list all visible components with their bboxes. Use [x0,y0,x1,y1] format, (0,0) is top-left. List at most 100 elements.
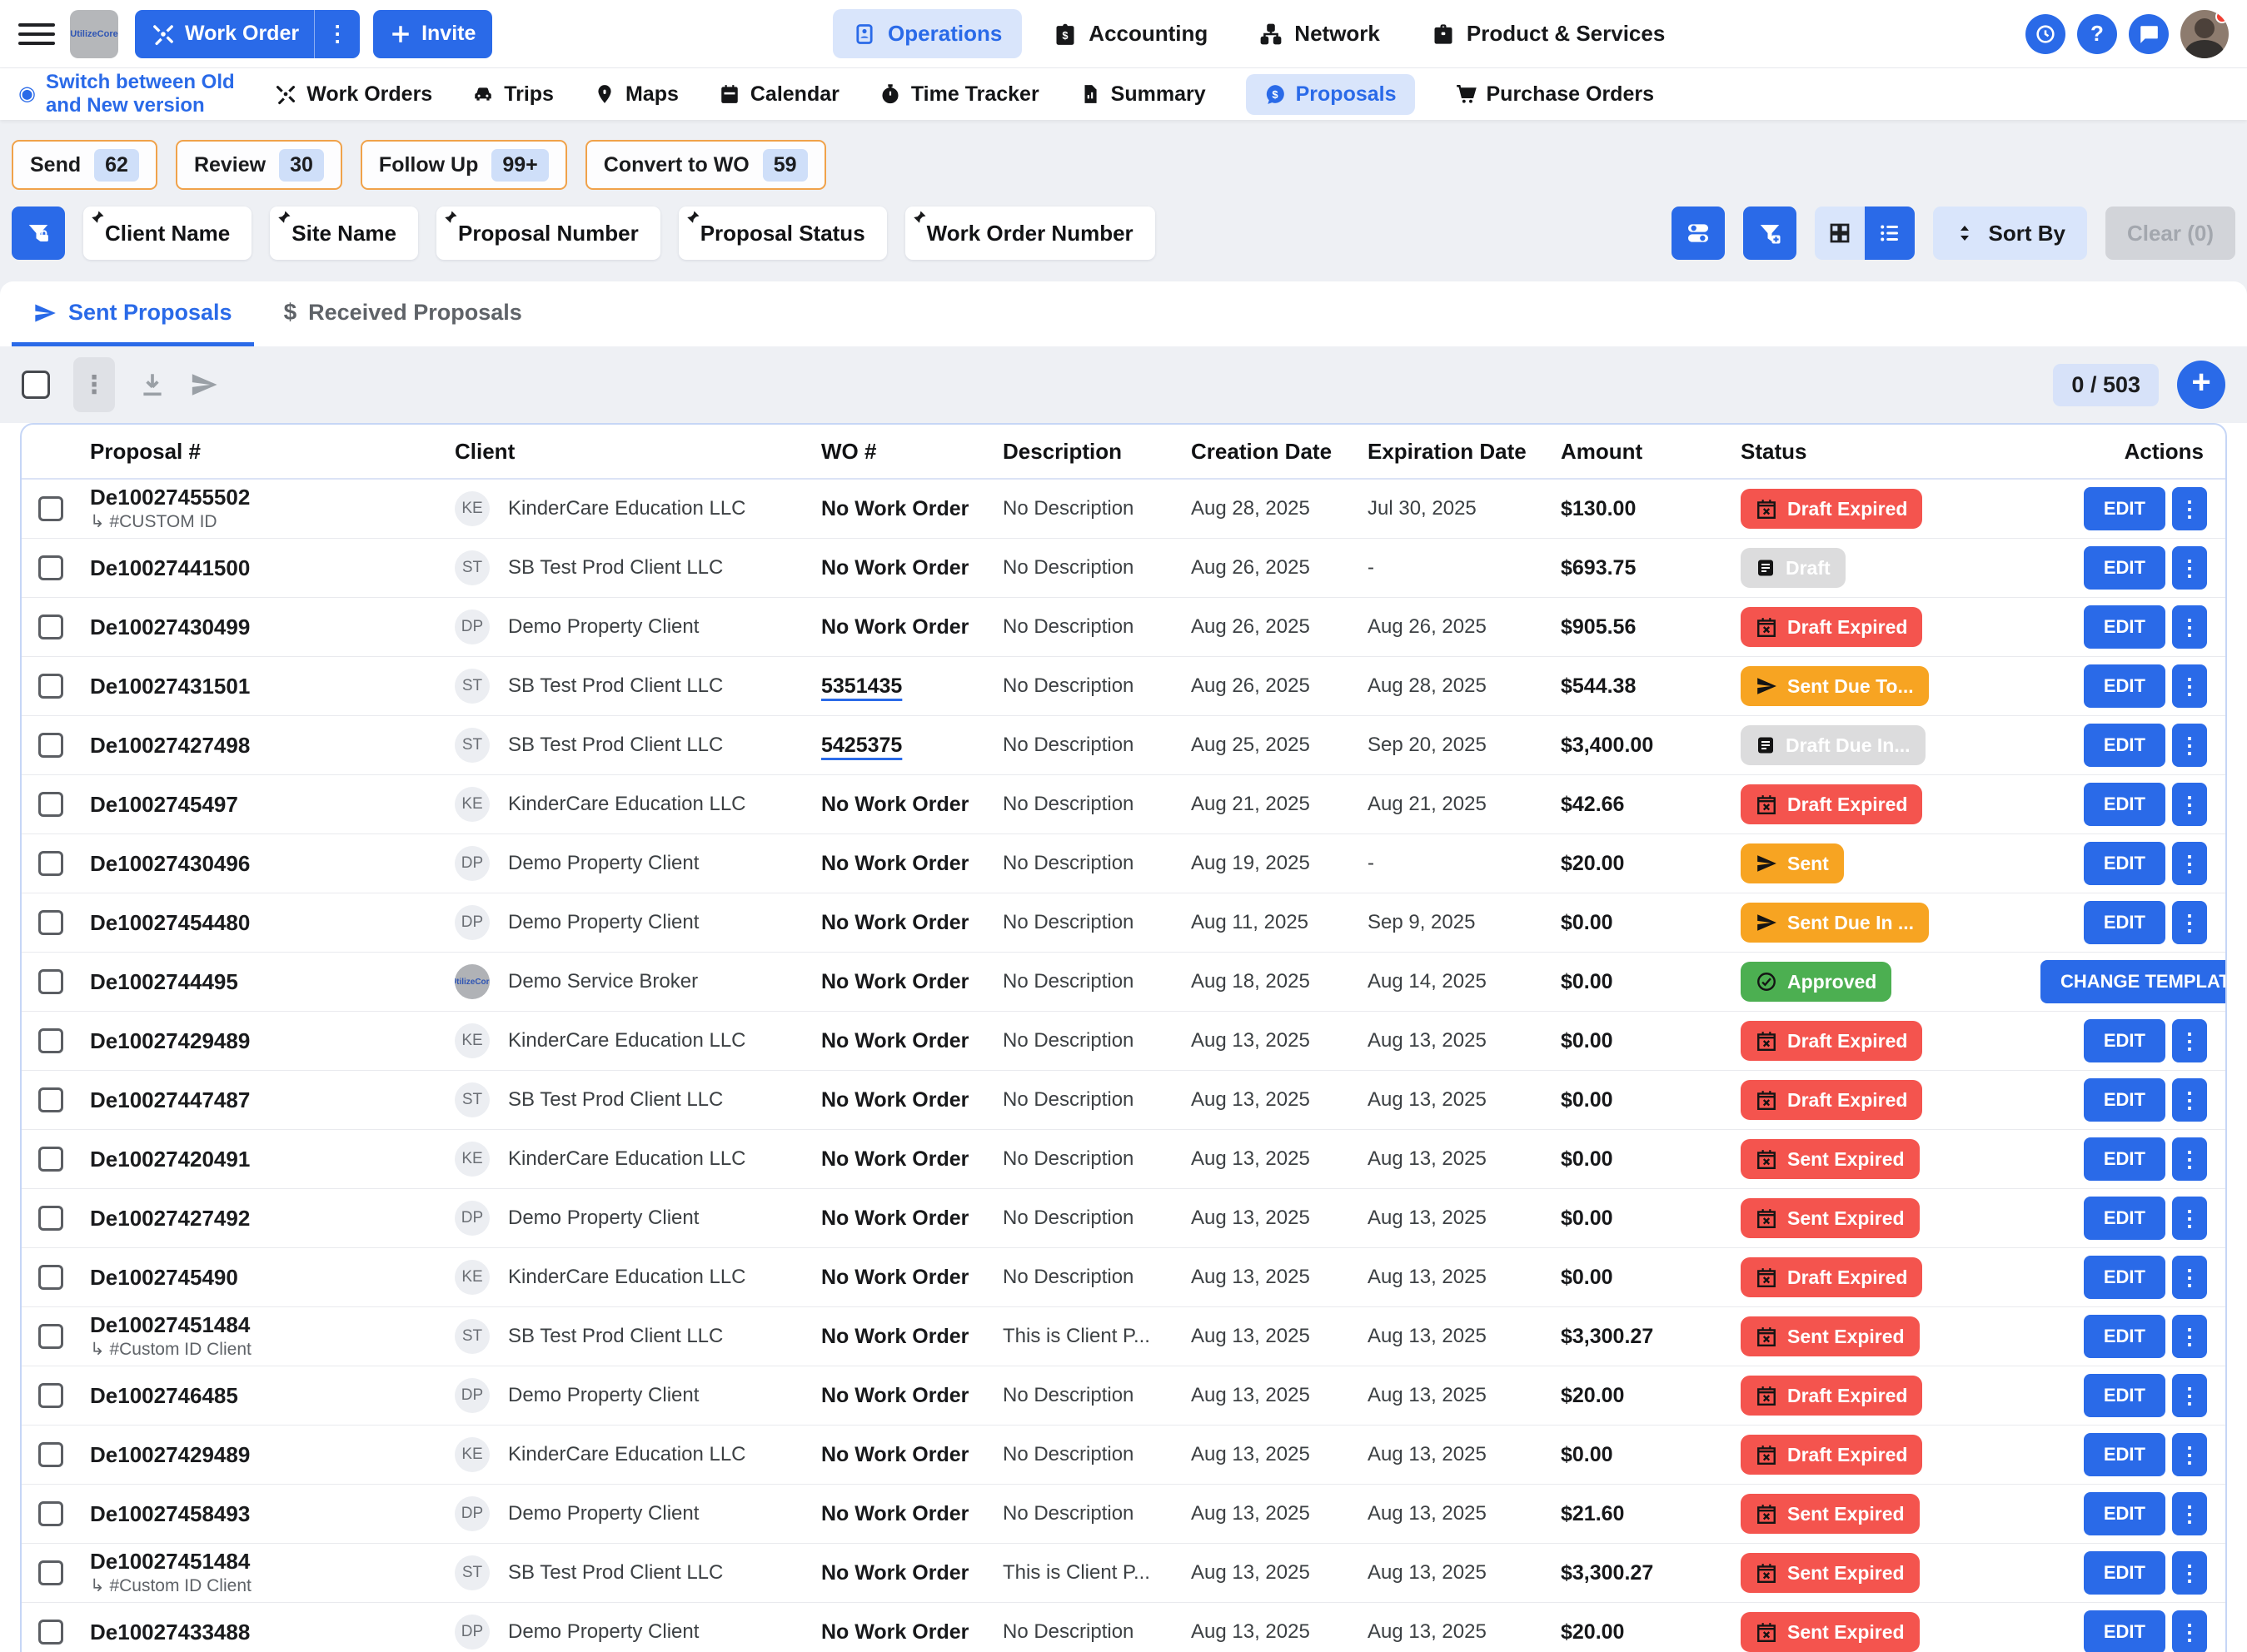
proposal-id[interactable]: De10027427498 [90,732,251,758]
row-checkbox[interactable] [38,733,63,758]
quick-filter-chip[interactable]: Follow Up 99+ [360,140,567,190]
column-settings-button[interactable] [1672,206,1726,260]
proposal-id[interactable]: De10027451484 [90,1548,251,1574]
add-proposal-button[interactable]: + [2177,361,2225,409]
row-more-icon[interactable]: ⋮ [2172,901,2207,944]
client-name[interactable]: SB Test Prod Client LLC [508,674,724,697]
proposal-id[interactable]: De10027430499 [90,614,251,639]
row-more-icon[interactable]: ⋮ [2172,783,2207,826]
row-action-button[interactable]: CHANGE TEMPLATE [2040,960,2225,1003]
row-checkbox[interactable] [38,1560,63,1585]
client-name[interactable]: Demo Property Client [508,615,700,638]
client-name[interactable]: Demo Property Client [508,1384,700,1406]
add-filter-button[interactable] [1743,206,1797,260]
row-checkbox[interactable] [38,1620,63,1645]
app-logo[interactable]: UtilizeCore [70,9,118,58]
filter-field[interactable]: Work Order Number [904,206,1155,260]
clear-filters-button[interactable]: Clear (0) [2105,206,2235,260]
proposal-id[interactable]: De10027455502 [90,484,251,510]
client-name[interactable]: KinderCare Education LLC [508,1443,746,1465]
row-checkbox[interactable] [38,555,63,580]
row-more-icon[interactable]: ⋮ [2172,1256,2207,1299]
row-checkbox[interactable] [38,1383,63,1408]
proposal-id[interactable]: De10027429489 [90,1028,251,1053]
row-checkbox[interactable] [38,615,63,639]
proposal-id[interactable]: De1002745490 [90,1264,238,1290]
wo-number-link[interactable]: 5425375 [821,733,903,757]
quick-filter-chip[interactable]: Send 62 [12,140,157,190]
client-name[interactable]: SB Test Prod Client LLC [508,734,724,756]
client-name[interactable]: KinderCare Education LLC [508,1147,746,1170]
invite-button[interactable]: Invite [373,9,493,58]
row-more-icon[interactable]: ⋮ [2172,1433,2207,1476]
tab-sent-proposals[interactable]: Sent Proposals [12,300,254,346]
row-action-button[interactable]: EDIT [2083,1315,2165,1358]
client-name[interactable]: SB Test Prod Client LLC [508,1561,724,1584]
hamburger-menu-icon[interactable] [18,16,55,52]
client-name[interactable]: Demo Property Client [508,1502,700,1525]
download-icon[interactable] [138,371,167,399]
row-action-button[interactable]: EDIT [2083,1078,2165,1122]
client-name[interactable]: Demo Property Client [508,911,700,933]
row-more-icon[interactable]: ⋮ [2172,1374,2207,1417]
client-name[interactable]: SB Test Prod Client LLC [508,1088,724,1111]
row-action-button[interactable]: EDIT [2083,1492,2165,1535]
row-more-icon[interactable]: ⋮ [2172,1610,2207,1652]
filter-field[interactable]: Proposal Number [436,206,660,260]
proposal-id[interactable]: De10027454480 [90,909,251,935]
row-more-icon[interactable]: ⋮ [2172,724,2207,767]
row-checkbox[interactable] [38,910,63,935]
row-more-icon[interactable]: ⋮ [2172,546,2207,590]
tab-operations[interactable]: Operations [833,9,1023,58]
row-checkbox[interactable] [38,1501,63,1526]
client-name[interactable]: Demo Property Client [508,1207,700,1229]
subnav-work-orders[interactable]: Work Orders [275,82,432,107]
proposal-id[interactable]: De10027433488 [90,1619,251,1645]
row-action-button[interactable]: EDIT [2083,1551,2165,1595]
client-name[interactable]: KinderCare Education LLC [508,497,746,520]
proposal-id[interactable]: De1002746485 [90,1382,238,1408]
row-more-icon[interactable]: ⋮ [2172,1551,2207,1595]
row-action-button[interactable]: EDIT [2083,664,2165,708]
tab-received-proposals[interactable]: $ Received Proposals [283,299,522,325]
chat-icon[interactable] [2128,13,2169,54]
sort-by-button[interactable]: Sort By [1933,206,2087,260]
bulk-actions-menu-icon[interactable]: ⋮ [73,357,115,412]
row-checkbox[interactable] [38,851,63,876]
row-checkbox[interactable] [38,674,63,699]
proposal-id[interactable]: De10027429489 [90,1441,251,1467]
subnav-summary[interactable]: Summary [1079,82,1206,107]
filter-field[interactable]: Proposal Status [678,206,887,260]
subnav-time-tracker[interactable]: Time Tracker [879,82,1039,107]
row-more-icon[interactable]: ⋮ [2172,1492,2207,1535]
row-action-button[interactable]: EDIT [2083,1374,2165,1417]
client-name[interactable]: Demo Property Client [508,852,700,874]
row-checkbox[interactable] [38,1087,63,1112]
row-checkbox[interactable] [38,1147,63,1172]
row-checkbox[interactable] [38,496,63,521]
client-name[interactable]: Demo Property Client [508,1620,700,1643]
client-name[interactable]: KinderCare Education LLC [508,793,746,815]
row-action-button[interactable]: EDIT [2083,546,2165,590]
user-avatar[interactable] [2180,9,2229,58]
row-more-icon[interactable]: ⋮ [2172,605,2207,649]
row-checkbox[interactable] [38,1206,63,1231]
row-more-icon[interactable]: ⋮ [2172,1197,2207,1240]
row-checkbox[interactable] [38,1442,63,1467]
filter-field[interactable]: Site Name [270,206,418,260]
proposal-id[interactable]: De10027447487 [90,1087,251,1112]
row-action-button[interactable]: EDIT [2083,605,2165,649]
row-action-button[interactable]: EDIT [2083,783,2165,826]
subnav-trips[interactable]: Trips [472,82,554,107]
row-checkbox[interactable] [38,1028,63,1053]
row-action-button[interactable]: EDIT [2083,842,2165,885]
version-switch-link[interactable]: ◉ Switch between Old and New version [18,71,235,117]
row-more-icon[interactable]: ⋮ [2172,487,2207,530]
grid-view-button[interactable] [1815,206,1866,260]
subnav-proposals[interactable]: $ Proposals [1245,73,1415,115]
client-name[interactable]: SB Test Prod Client LLC [508,1325,724,1347]
row-checkbox[interactable] [38,1265,63,1290]
history-icon[interactable] [2025,13,2065,54]
row-checkbox[interactable] [38,969,63,994]
row-more-icon[interactable]: ⋮ [2172,842,2207,885]
